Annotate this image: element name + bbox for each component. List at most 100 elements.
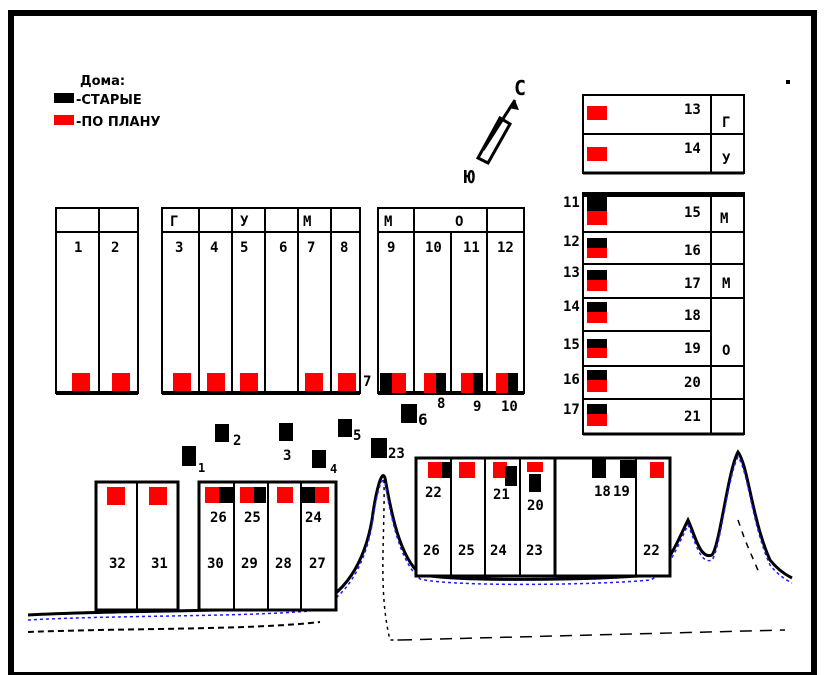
planned-house	[587, 147, 607, 161]
block-outline	[582, 192, 745, 435]
house-label-11: 11	[463, 240, 480, 256]
compass-arrow-icon	[508, 100, 519, 110]
planned-house	[207, 373, 225, 391]
terrain-profile-blue	[27, 455, 793, 621]
old-house-label-1: 1	[198, 461, 205, 475]
right-letter-m1: М	[720, 211, 728, 227]
house-label-25b: 25	[458, 543, 475, 559]
house-label-10: 10	[425, 240, 442, 256]
legend-old-label: -СТАРЫЕ	[76, 93, 142, 108]
planned-house	[112, 373, 130, 391]
house-label-31: 31	[151, 556, 168, 572]
planned-house	[338, 373, 356, 391]
house-label-24b: 24	[490, 543, 507, 559]
old-house-label-20: 20	[527, 498, 544, 514]
outer-frame	[8, 10, 817, 675]
old-house	[587, 270, 607, 280]
planned-house	[587, 280, 607, 291]
gum-letter-u: У	[240, 214, 249, 230]
old-house	[587, 197, 607, 211]
old-house	[529, 474, 541, 492]
old-house	[587, 302, 607, 312]
planned-house	[72, 373, 90, 391]
old-house-label-26: 26	[210, 510, 227, 526]
gum-letter-g: Г	[170, 214, 178, 230]
planned-house	[459, 462, 475, 478]
planned-house	[240, 487, 254, 503]
old-house	[587, 370, 607, 380]
old-house-label-25: 25	[244, 510, 261, 526]
planned-house	[587, 348, 607, 358]
old-house	[442, 462, 450, 478]
old-house-label-6: 6	[418, 410, 428, 429]
house-label-6: 6	[279, 240, 287, 256]
block-right-top: 13 14 Г У	[582, 94, 745, 175]
house-label-3: 3	[175, 240, 183, 256]
planned-house	[149, 487, 167, 505]
old-house-label-19: 19	[613, 484, 630, 500]
planned-house	[277, 487, 293, 503]
house-label-4: 4	[210, 240, 218, 256]
terrain-peak-drop	[382, 479, 400, 641]
old-house-label-22: 22	[425, 485, 442, 501]
planned-house	[461, 373, 473, 393]
block-1-2: 1 2	[55, 207, 139, 395]
old-house	[473, 373, 483, 393]
mo-letter-o: О	[455, 214, 463, 230]
old-house	[505, 466, 517, 486]
planned-house	[587, 312, 607, 323]
planned-house	[424, 373, 436, 393]
house-label-27: 27	[309, 556, 326, 572]
house-label-22b: 22	[643, 543, 660, 559]
terrain-right-dash	[737, 519, 761, 576]
house-label-1: 1	[74, 240, 82, 256]
house-label-17: 17	[684, 276, 701, 292]
planned-house	[496, 373, 508, 393]
old-house	[587, 238, 607, 248]
house-label-2: 2	[111, 240, 119, 256]
planned-house	[587, 106, 607, 120]
house-label-20: 20	[684, 375, 701, 391]
house-label-29: 29	[241, 556, 258, 572]
old-house	[219, 487, 233, 503]
block-gum: Г У М 3 4 5 6 7 8	[161, 207, 361, 395]
old-house-label-9: 9	[473, 399, 481, 415]
house-label-21: 21	[684, 409, 701, 425]
planned-house	[587, 248, 607, 258]
old-house	[182, 446, 196, 466]
planned-house	[527, 462, 543, 472]
right-letter-o: О	[722, 343, 730, 359]
old-house-label-11: 11	[563, 195, 580, 211]
old-house-label-15: 15	[563, 337, 580, 353]
planned-house	[205, 487, 219, 503]
terrain-base-line	[27, 621, 321, 633]
house-label-26b: 26	[423, 543, 440, 559]
planned-house	[315, 487, 329, 503]
planned-house	[392, 373, 406, 393]
old-house-label-24: 24	[305, 510, 322, 526]
old-house-label-10: 10	[501, 399, 518, 415]
planned-house	[493, 462, 507, 478]
legend-title: Дома:	[80, 74, 125, 89]
old-house-label-13: 13	[563, 265, 580, 281]
house-label-7: 7	[307, 240, 315, 256]
block-mo: М О 9 10 11 12 7 8 9 10	[363, 207, 525, 415]
house-label-16: 16	[684, 243, 701, 259]
old-house-label-17: 17	[563, 402, 580, 418]
block-bottom-middle: 26 25 24 30 29 28 27	[197, 480, 338, 612]
old-house-label-23: 23	[388, 446, 405, 462]
old-house-label-5: 5	[353, 428, 361, 444]
right-letter-g: Г	[722, 115, 730, 131]
compass-axis	[481, 99, 517, 151]
terrain-dashed-line	[399, 629, 786, 641]
old-house	[312, 450, 326, 468]
old-house	[371, 438, 387, 458]
old-house-label-3: 3	[283, 448, 291, 464]
planned-house	[305, 373, 323, 391]
old-house	[279, 423, 293, 441]
old-house-label-12: 12	[563, 234, 580, 250]
house-label-5: 5	[240, 240, 248, 256]
mo-letter-m: М	[384, 214, 392, 230]
old-house	[592, 458, 606, 478]
block-outline	[55, 207, 139, 394]
